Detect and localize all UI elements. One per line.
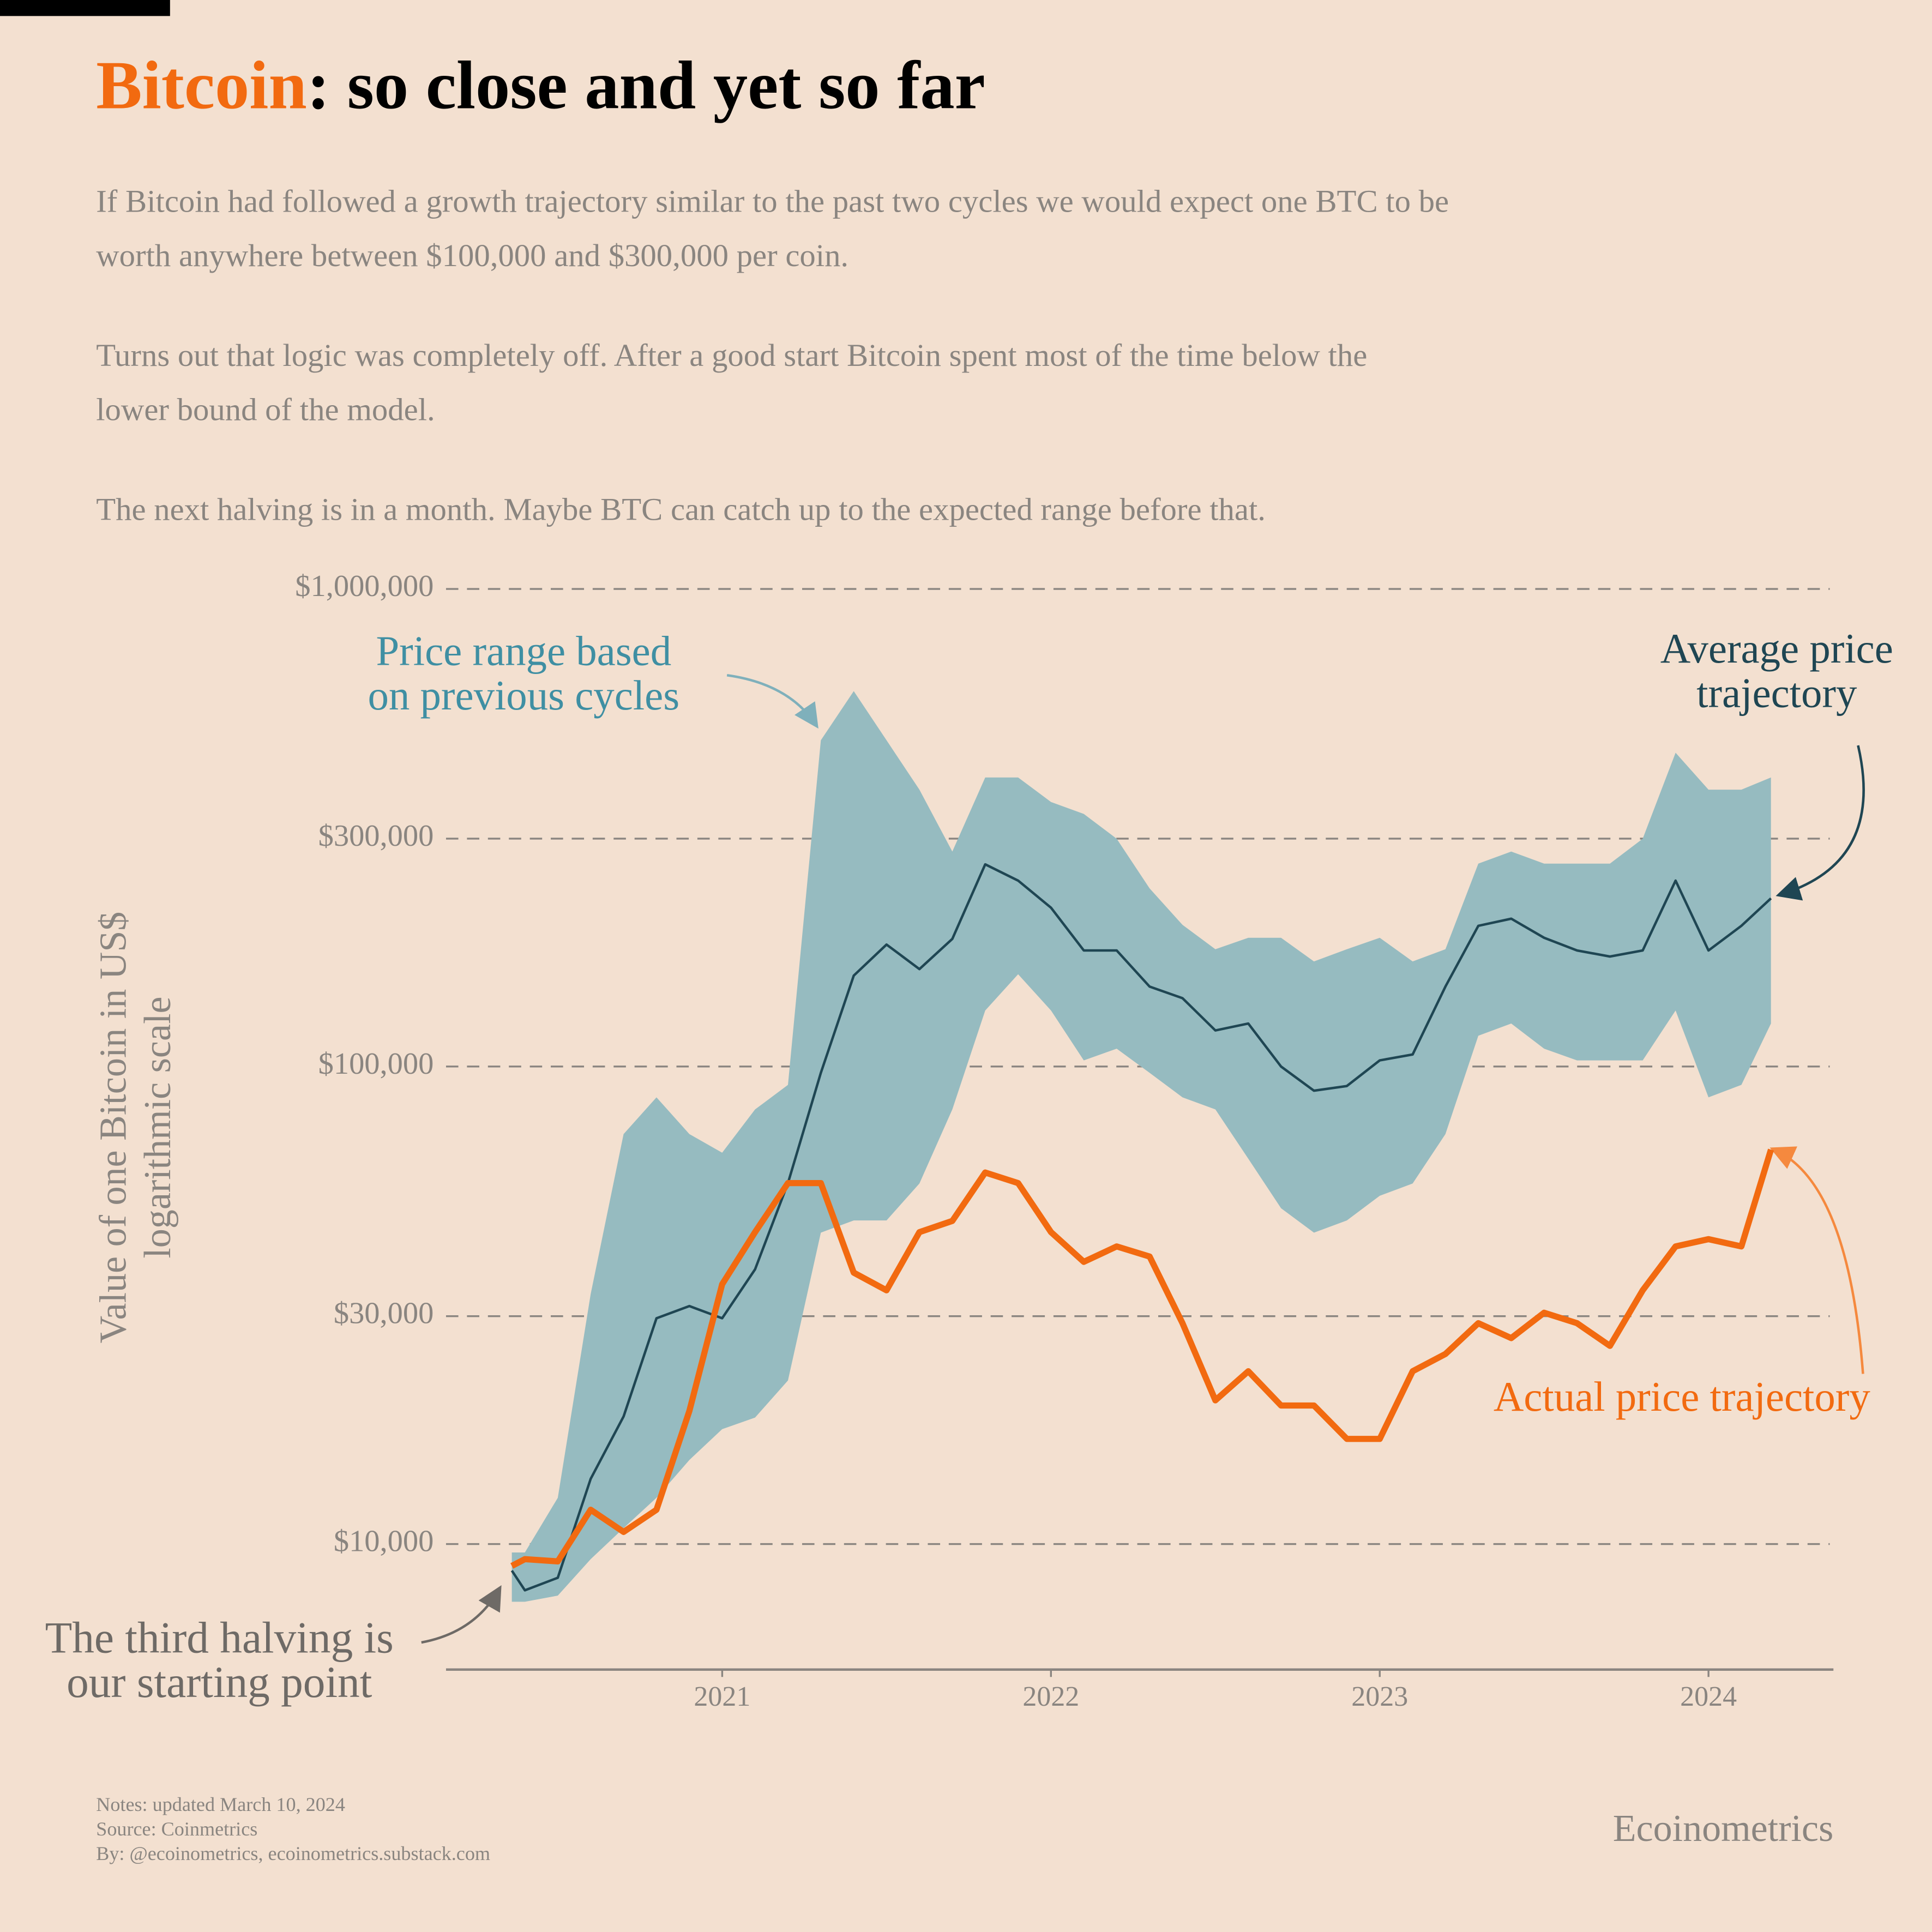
y-axis-label: Value of one Bitcoin in US$ [93,912,135,1344]
subtitle: lower bound of the model. [96,392,435,427]
annotation-arrow [421,1585,502,1644]
y-tick-label: $100,000 [318,1047,434,1081]
title-highlight: Bitcoin [96,47,307,123]
x-tick-label: 2021 [694,1681,750,1712]
y-axis-label: logarithmic scale [137,996,179,1258]
price-range-band [511,691,1771,1602]
y-tick-label: $10,000 [334,1525,434,1558]
note: Source: Coinmetrics [96,1818,257,1840]
annotation-arrow [726,674,818,729]
annotation: Average price [1660,625,1893,672]
title-rest: : so close and yet so far [307,47,985,123]
x-tick-label: 2024 [1680,1681,1737,1712]
corner-bar [0,0,170,16]
annotation: trajectory [1696,670,1857,717]
subtitle: The next halving is in a month. Maybe BT… [96,491,1266,527]
annotation: Price range based [376,628,671,675]
annotation: Actual price trajectory [1494,1374,1871,1420]
x-tick-label: 2022 [1022,1681,1079,1712]
note: By: @ecoinometrics, ecoinometrics.substa… [96,1843,490,1864]
y-tick-label: $30,000 [334,1297,434,1331]
annotation: our starting point [67,1658,372,1707]
annotation: The third halving is [45,1614,394,1663]
subtitle: worth anywhere between $100,000 and $300… [96,238,848,273]
series-line [510,1148,1774,1569]
annotation-arrow [1770,1146,1864,1374]
y-tick-label: $300,000 [318,819,434,853]
annotation: on previous cycles [368,672,679,719]
note: Notes: updated March 10, 2024 [96,1793,345,1815]
annotation-arrow [1775,745,1865,901]
x-tick-label: 2023 [1351,1681,1408,1712]
brand: Ecoinometrics [1613,1808,1833,1850]
y-tick-label: $1,000,000 [295,569,434,603]
subtitle: If Bitcoin had followed a growth traject… [96,184,1449,219]
subtitle: Turns out that logic was completely off.… [96,338,1367,373]
chart-title: Bitcoin: so close and yet so far [96,47,985,123]
series-line [510,863,1772,1592]
